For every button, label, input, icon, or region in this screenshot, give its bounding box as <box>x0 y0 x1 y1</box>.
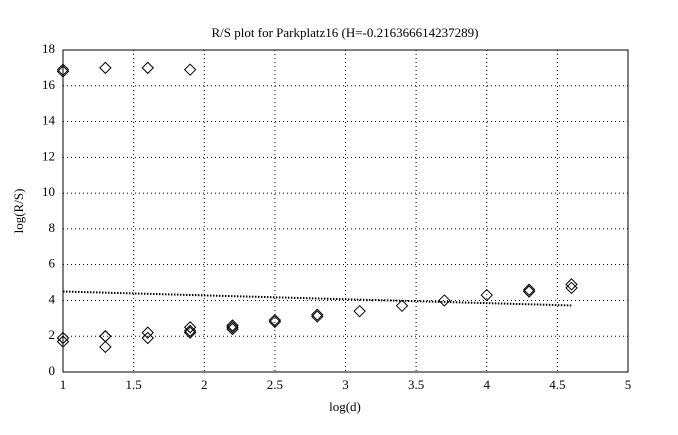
fit-line <box>62 290 572 307</box>
data-point <box>183 321 197 334</box>
data-point <box>438 294 451 307</box>
y-tick-label: 14 <box>42 113 56 128</box>
y-tick-label: 8 <box>49 220 56 235</box>
data-point <box>56 63 70 76</box>
y-tick-label: 0 <box>49 363 56 378</box>
data-point <box>268 313 282 327</box>
data-point <box>226 321 239 334</box>
data-point <box>353 304 366 318</box>
plot-frame <box>62 49 629 373</box>
x-tick-label: 4 <box>484 377 491 392</box>
y-tick-label: 18 <box>42 41 55 56</box>
data-point <box>226 319 239 332</box>
y-tick-label: 16 <box>42 77 56 92</box>
data-point <box>226 322 239 336</box>
x-tick-label: 1.5 <box>126 377 142 392</box>
data-point <box>183 63 197 76</box>
data-point <box>311 308 324 321</box>
data-point <box>99 340 112 354</box>
data-point <box>183 324 197 338</box>
y-tick-label: 4 <box>49 291 56 306</box>
data-point <box>268 315 282 329</box>
data-point <box>56 335 70 348</box>
data-point <box>56 331 70 345</box>
data-point <box>141 326 154 339</box>
data-point <box>522 285 536 298</box>
data-point <box>99 61 112 75</box>
data-point <box>395 299 409 313</box>
data-point <box>141 331 154 345</box>
y-axis-label: log(R/S) <box>11 189 26 234</box>
x-tick-label: 2 <box>201 377 208 392</box>
x-tick-label: 3.5 <box>408 377 424 392</box>
data-point <box>522 283 536 296</box>
y-tick-label: 10 <box>42 184 55 199</box>
x-axis-label: log(d) <box>329 399 361 414</box>
data-point <box>183 326 197 339</box>
data-point <box>565 281 578 295</box>
y-tick-label: 6 <box>49 256 56 271</box>
y-tick-label: 12 <box>42 148 55 163</box>
x-tick-label: 1 <box>60 377 67 392</box>
y-tick-label: 2 <box>49 327 56 342</box>
chart-title: R/S plot for Parkplatz16 (H=-0.216366614… <box>212 25 479 40</box>
data-point <box>311 310 324 323</box>
x-tick-label: 3 <box>342 377 349 392</box>
x-tick-label: 4.5 <box>549 377 565 392</box>
data-point <box>480 288 493 302</box>
data-point <box>141 61 154 75</box>
data-point <box>565 278 578 291</box>
x-tick-label: 2.5 <box>267 377 283 392</box>
x-tick-label: 5 <box>625 377 632 392</box>
data-point <box>56 65 70 78</box>
